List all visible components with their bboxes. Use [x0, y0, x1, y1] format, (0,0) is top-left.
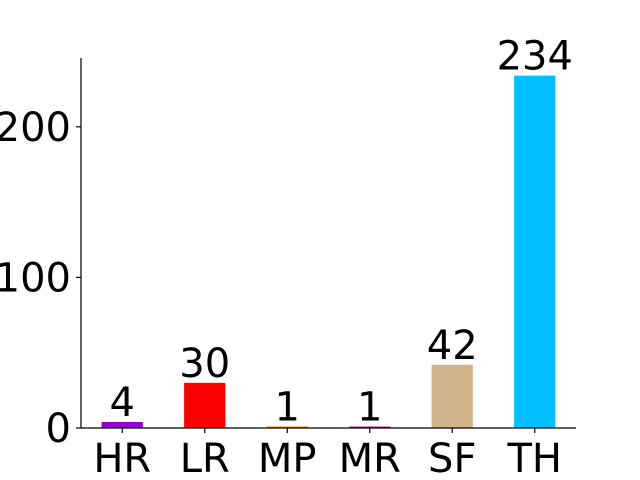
data-label-hr: 4: [110, 380, 135, 426]
y-tick-label-200: 200: [0, 105, 71, 151]
data-label-lr: 30: [179, 341, 230, 387]
bars-group: [101, 75, 556, 428]
data-label-mr: 1: [357, 384, 382, 430]
y-tick-label-100: 100: [0, 255, 71, 301]
x-tick-label-hr: HR: [93, 436, 151, 480]
data-label-mp: 1: [275, 384, 300, 430]
bar-sf: [431, 364, 473, 428]
bar-hr: [101, 421, 143, 428]
y-axis-ticks: 0 100 200: [0, 105, 81, 452]
x-tick-label-mr: MR: [339, 436, 401, 480]
y-tick-label-0: 0: [46, 406, 71, 452]
bar-mr: [349, 426, 391, 428]
bar-lr: [184, 382, 226, 428]
data-labels-group: 4 30 1 1 42 234: [110, 34, 573, 431]
bar-th: [514, 75, 556, 428]
bar-mp: [266, 426, 308, 428]
x-tick-label-sf: SF: [428, 436, 476, 480]
x-tick-label-th: TH: [506, 436, 562, 480]
x-tick-label-lr: LR: [180, 436, 230, 480]
data-label-sf: 42: [427, 323, 478, 369]
x-axis-ticks: HR LR MP MR SF TH: [93, 428, 562, 480]
x-tick-label-mp: MP: [258, 436, 317, 480]
data-label-th: 234: [497, 34, 573, 80]
